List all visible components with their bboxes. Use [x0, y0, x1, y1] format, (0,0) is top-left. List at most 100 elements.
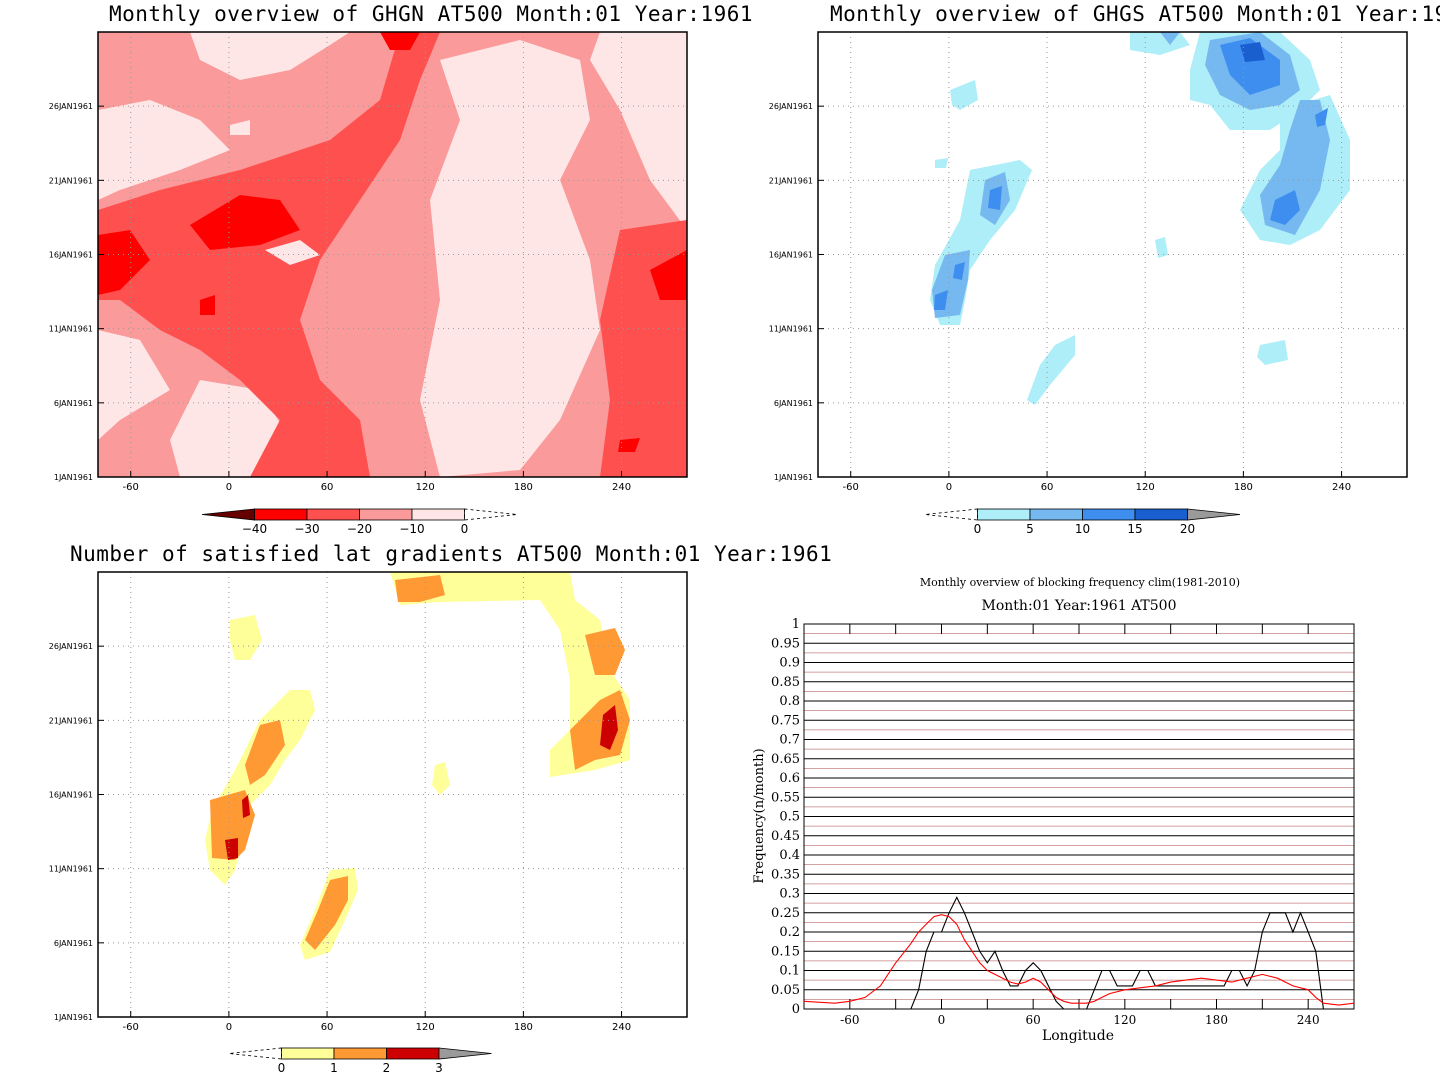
y-tick-label: 21JAN1961	[49, 176, 93, 185]
ghgn-colorbar: −40 −30 −20 −10 0	[201, 508, 518, 536]
x-tick-label: 0	[946, 482, 952, 493]
y-tick-label: 0.2	[779, 925, 800, 940]
colorbar-label: 0	[974, 522, 982, 536]
y-tick-label: 1	[792, 617, 800, 632]
blocking-panel: Monthly overview of blocking frequency c…	[720, 545, 1440, 1091]
y-tick-label: 0.45	[771, 829, 800, 844]
y-tick-label: 0.95	[771, 636, 800, 651]
x-tick-label: 240	[612, 482, 631, 493]
y-tick-label: 16JAN1961	[49, 251, 93, 260]
chart-title: Monthly overview of blocking frequency c…	[919, 576, 1241, 589]
y-tick-label: 0	[792, 1002, 800, 1017]
x-tick-label: 60	[1026, 1013, 1041, 1027]
y-tick-label: 6JAN1961	[54, 939, 93, 948]
colorbar-min-arrow	[924, 508, 978, 521]
y-tick-label: 0.75	[771, 713, 800, 728]
frequency-line-chart: 0 0.05 0.1 0.15 0.2 0.25 0.3 0.35 0.4 0.45 0.5 0.55…	[752, 617, 1355, 1044]
y-tick-label: 0.55	[771, 790, 800, 805]
x-tick-label: 120	[416, 1022, 435, 1033]
colorbar-min-arrow	[228, 1047, 282, 1060]
x-tick-label: 180	[514, 1022, 533, 1033]
colorbar-label: 0	[461, 522, 469, 536]
y-tick-label: 0.7	[779, 733, 800, 748]
chart-subtitle: Month:01 Year:1961 AT500	[981, 598, 1177, 614]
x-tick-label: 180	[1205, 1013, 1228, 1027]
x-tick-label: 120	[416, 482, 435, 493]
colorbar-box	[1029, 508, 1083, 521]
x-tick-label: 240	[1332, 482, 1351, 493]
colorbar-max-arrow	[464, 508, 518, 521]
chart-title: Monthly overview of GHGS AT500 Month:01 …	[830, 2, 1440, 26]
x-tick-label: 60	[321, 1022, 334, 1033]
ghgs-heatmap: -60 0 60 120 180 240 1JAN1961 6JAN1961 11JAN1961…	[769, 31, 1408, 536]
colorbar-label: 1	[330, 1061, 338, 1075]
x-tick-label: 0	[938, 1013, 946, 1027]
gradients-colorbar: 0 1 2 3	[228, 1047, 492, 1075]
frequency-series	[803, 896, 1355, 1010]
ghgs-grid	[818, 32, 1407, 477]
y-tick-label: 0.8	[779, 694, 800, 709]
x-tick-label: 60	[1041, 482, 1054, 493]
x-tick-label: 180	[514, 482, 533, 493]
colorbar-box	[359, 508, 413, 521]
y-axis-label: Frequency(n/month)	[752, 748, 767, 883]
y-tick-label: 1JAN1961	[54, 1013, 93, 1022]
y-tick-label: 26JAN1961	[769, 102, 813, 111]
colorbar-box	[1134, 508, 1188, 521]
gradients-panel: Number of satisfied lat gradients AT500 …	[0, 540, 832, 1091]
y-tick-label: 0.85	[771, 675, 800, 690]
colorbar-label: 15	[1127, 522, 1142, 536]
colorbar-box	[1082, 508, 1136, 521]
y-tick-label: 0.35	[771, 867, 800, 882]
gradients-grid	[98, 572, 687, 1017]
colorbar-label: 0	[278, 1061, 286, 1075]
y-tick-label: 6JAN1961	[774, 399, 813, 408]
ghgs-field	[930, 32, 1350, 405]
x-tick-label: 120	[1113, 1013, 1136, 1027]
y-tick-label: 0.65	[771, 752, 800, 767]
y-tick-label: 0.9	[779, 656, 800, 671]
x-tick-label: -60	[123, 482, 139, 493]
y-tick-label: 21JAN1961	[49, 716, 93, 725]
x-tick-label: 180	[1234, 482, 1253, 493]
colorbar-box	[254, 508, 308, 521]
y-tick-label: 0.25	[771, 906, 800, 921]
y-tick-label: 26JAN1961	[49, 102, 93, 111]
y-tick-label: 0.15	[771, 944, 800, 959]
x-axis-label: Longitude	[1042, 1028, 1114, 1044]
frequency-grid	[804, 623, 1354, 1010]
ghgn-panel: Monthly overview of GHGN AT500 Month:01 …	[0, 0, 753, 545]
y-tick-label: 0.5	[779, 810, 800, 825]
y-tick-label: 0.1	[779, 964, 800, 979]
x-tick-label: 120	[1136, 482, 1155, 493]
gradients-field	[205, 572, 630, 960]
x-tick-label: -60	[123, 1022, 139, 1033]
ghgs-colorbar: 0 5 10 15 20	[924, 508, 1241, 536]
ghgs-panel: Monthly overview of GHGS AT500 Month:01 …	[720, 0, 1440, 545]
y-tick-label: 6JAN1961	[54, 399, 93, 408]
colorbar-label: −10	[399, 522, 424, 536]
y-tick-label: 26JAN1961	[49, 642, 93, 651]
y-tick-label: 21JAN1961	[769, 176, 813, 185]
x-tick-label: 240	[1297, 1013, 1320, 1027]
colorbar-label: −20	[347, 522, 372, 536]
colorbar-label: 10	[1075, 522, 1090, 536]
y-tick-label: 0.3	[779, 887, 800, 902]
x-tick-label: 0	[226, 482, 232, 493]
colorbar-max-arrow	[438, 1047, 492, 1060]
colorbar-min-arrow	[201, 508, 255, 521]
ghgn-grid	[98, 32, 687, 477]
y-tick-label: 11JAN1961	[49, 325, 93, 334]
frequency-axes: 0 0.05 0.1 0.15 0.2 0.25 0.3 0.35 0.4 0.45 0.5 0.55…	[771, 617, 1355, 1027]
y-tick-label: 11JAN1961	[769, 325, 813, 334]
y-tick-label: 1JAN1961	[774, 473, 813, 482]
colorbar-box	[333, 1047, 387, 1060]
colorbar-box	[411, 508, 465, 521]
colorbar-max-arrow	[1187, 508, 1241, 521]
y-tick-label: 0.05	[771, 983, 800, 998]
gradients-heatmap: -60 0 60 120 180 2401JAN19616JAN196111JAN1961…	[49, 571, 688, 1075]
series-line-black	[804, 896, 1354, 1010]
x-tick-label: 240	[612, 1022, 631, 1033]
y-tick-label: 1JAN1961	[54, 473, 93, 482]
colorbar-box	[977, 508, 1031, 521]
